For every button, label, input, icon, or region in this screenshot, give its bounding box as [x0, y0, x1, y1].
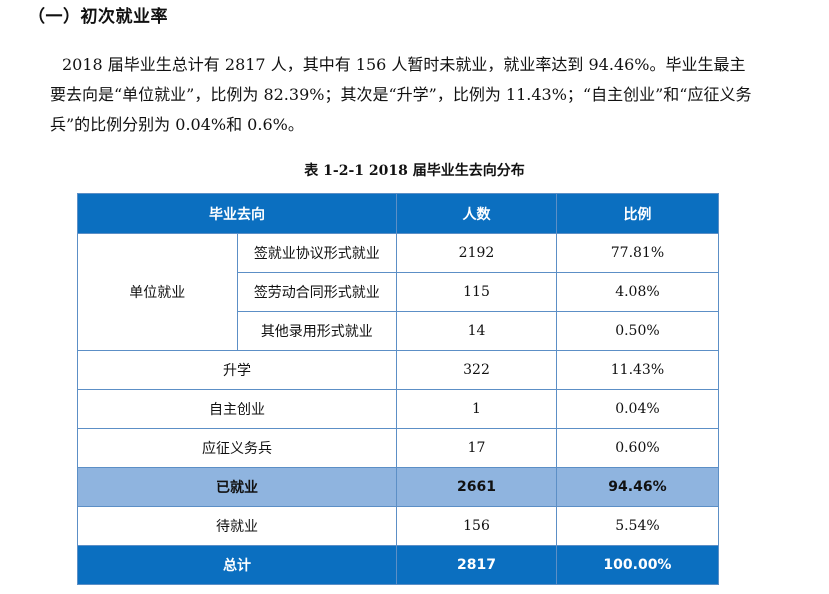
header-count: 人数	[396, 193, 557, 234]
table-row: 待就业 156 5.54%	[76, 506, 720, 546]
paragraph-line: 2018 届毕业生总计有 2817 人，其中有 156 人暂时未就业，就业率达到…	[62, 55, 746, 74]
paragraph-line: 兵”的比例分别为 0.04%和 0.6%。	[50, 115, 304, 134]
table-caption: 表 1-2-1 2018 届毕业生去向分布	[304, 163, 525, 179]
row-label: 总计	[76, 545, 398, 585]
row-label: 待就业	[76, 506, 398, 546]
table-header-row: 毕业去向 人数 比例	[76, 193, 720, 234]
row-ratio: 100.00%	[555, 545, 720, 585]
destination-table: 毕业去向 人数 比例 单位就业 签就业协议形式就业 2192 77.81% 签劳…	[76, 193, 720, 585]
row-count: 2661	[396, 467, 557, 507]
row-count: 1	[396, 389, 557, 429]
group-label: 单位就业	[77, 233, 238, 351]
row-label: 升学	[76, 350, 398, 390]
row-label: 自主创业	[76, 389, 398, 429]
row-ratio: 0.60%	[555, 428, 720, 468]
grand-total-row: 总计 2817 100.00%	[76, 545, 720, 585]
row-ratio: 11.43%	[555, 350, 720, 390]
row-label: 应征义务兵	[76, 428, 398, 468]
row-count: 322	[396, 350, 557, 390]
header-ratio: 比例	[555, 193, 720, 234]
table-row: 其他录用形式就业 14 0.50%	[78, 311, 720, 351]
paragraph-line: 要去向是“单位就业”，比例为 82.39%；其次是“升学”，比例为 11.43%…	[50, 85, 752, 104]
row-ratio: 0.04%	[555, 389, 720, 429]
table-row: 自主创业 1 0.04%	[76, 389, 720, 429]
row-label: 签就业协议形式就业	[236, 233, 398, 273]
summary-paragraph: 2018 届毕业生总计有 2817 人，其中有 156 人暂时未就业，就业率达到…	[50, 50, 770, 140]
row-ratio: 5.54%	[555, 506, 720, 546]
table-row: 签劳动合同形式就业 115 4.08%	[78, 272, 720, 312]
row-count: 156	[396, 506, 557, 546]
row-count: 115	[396, 272, 557, 312]
row-ratio: 77.81%	[555, 233, 720, 273]
row-ratio: 0.50%	[555, 311, 720, 351]
row-count: 2817	[396, 545, 557, 585]
row-label: 其他录用形式就业	[236, 311, 398, 351]
row-label: 签劳动合同形式就业	[236, 272, 398, 312]
table-row: 应征义务兵 17 0.60%	[76, 428, 720, 468]
table-row: 升学 322 11.43%	[76, 350, 720, 390]
row-ratio: 94.46%	[555, 467, 720, 507]
row-count: 2192	[396, 233, 557, 273]
row-ratio: 4.08%	[555, 272, 720, 312]
header-destination: 毕业去向	[76, 193, 398, 234]
row-count: 17	[396, 428, 557, 468]
row-label: 已就业	[76, 467, 398, 507]
row-count: 14	[396, 311, 557, 351]
section-heading: （一）初次就业率	[28, 7, 168, 27]
employed-total-row: 已就业 2661 94.46%	[76, 467, 720, 507]
table-row: 单位就业 签就业协议形式就业 2192 77.81%	[77, 233, 720, 351]
